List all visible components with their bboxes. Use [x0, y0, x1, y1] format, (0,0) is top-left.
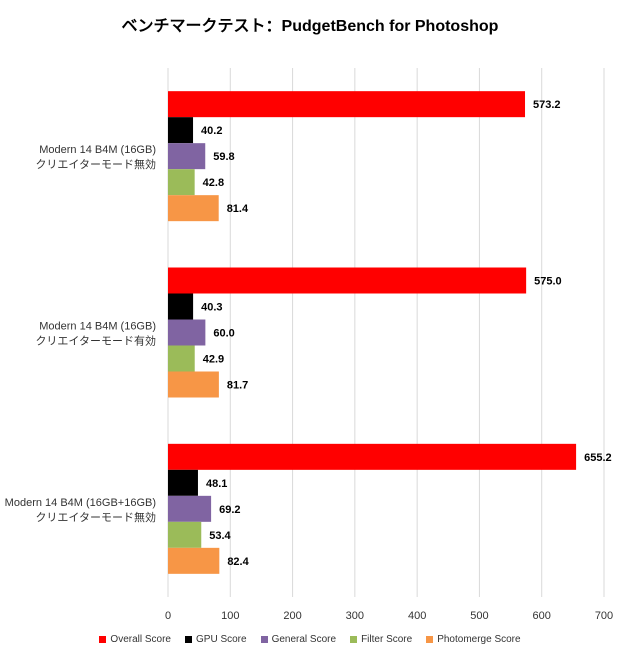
chart-svg: 0 100 200 300 400 500 600 700 573.2 40.2 59.8 42.8 8… [5, 68, 613, 622]
bar-general-score [168, 143, 206, 170]
bar-general-score [168, 495, 212, 522]
data-label: 48.1 [206, 478, 227, 490]
legend-swatch [350, 636, 358, 643]
bar-overall-score [168, 267, 527, 294]
legend-item: General Score [260, 634, 337, 645]
category-label: Modern 14 B4M (16GB+16GB) [5, 497, 156, 509]
legend-label: Filter Score [361, 634, 413, 645]
bar-overall-score [168, 443, 577, 470]
legend-item: Photomerge Score [426, 634, 521, 645]
bar-gpu-score [168, 293, 194, 320]
data-label: 655.2 [584, 452, 612, 464]
category-label: Modern 14 B4M (16GB) [39, 321, 156, 333]
bar-gpu-score [168, 117, 194, 144]
category-label: クリエイターモード有効 [35, 334, 156, 348]
x-tick-label: 700 [595, 610, 613, 622]
x-tick-label: 400 [408, 610, 426, 622]
bar-photomerge-score [168, 547, 220, 574]
legend-label: Overall Score [110, 634, 171, 645]
data-label: 60.0 [213, 328, 234, 340]
data-label: 59.8 [213, 151, 234, 163]
chart-title: ベンチマークテスト：PudgetBench for Photoshop [121, 18, 499, 35]
legend-label: GPU Score [196, 634, 247, 645]
bar-filter-score [168, 521, 202, 548]
x-tick-label: 100 [221, 610, 239, 622]
data-label: 42.9 [203, 354, 224, 366]
data-label: 40.3 [201, 302, 222, 314]
bar-general-score [168, 319, 206, 346]
data-label: 40.2 [201, 125, 222, 137]
x-tick-label: 300 [346, 610, 364, 622]
data-label: 53.4 [209, 530, 231, 542]
legend-swatch [185, 636, 192, 643]
bar-photomerge-score [168, 195, 219, 222]
legend-item: Overall Score [99, 634, 171, 645]
category-label: Modern 14 B4M (16GB) [39, 144, 156, 156]
legend-swatch [260, 636, 268, 643]
data-label: 81.4 [227, 203, 249, 215]
legend-swatch [426, 636, 434, 643]
legend-swatch [99, 636, 107, 643]
x-tick-label: 500 [470, 610, 488, 622]
bar-filter-score [168, 345, 195, 372]
category-label: クリエイターモード無効 [35, 510, 156, 524]
legend-item: GPU Score [185, 634, 247, 645]
legend: Overall Score GPU Score General Score Filte… [0, 634, 620, 645]
data-label: 573.2 [533, 99, 561, 111]
bar-gpu-score [168, 469, 198, 496]
data-label: 82.4 [227, 556, 249, 568]
data-label: 69.2 [219, 504, 240, 516]
data-label: 42.8 [203, 177, 224, 189]
legend-label: General Score [271, 634, 337, 645]
category-label: クリエイターモード無効 [35, 157, 156, 171]
data-label: 575.0 [534, 276, 562, 288]
bar-filter-score [168, 169, 195, 196]
x-tick-label: 600 [533, 610, 551, 622]
x-tick-label: 0 [165, 610, 171, 622]
legend-item: Filter Score [350, 634, 412, 645]
bar-photomerge-score [168, 371, 219, 398]
data-label: 81.7 [227, 380, 248, 392]
bar-overall-score [168, 91, 526, 118]
x-tick-label: 200 [283, 610, 301, 622]
legend-label: Photomerge Score [437, 634, 521, 645]
